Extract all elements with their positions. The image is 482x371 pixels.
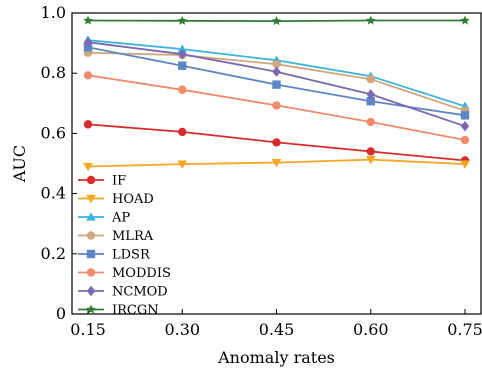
series-if (83, 120, 470, 165)
data-point-ncmod (460, 120, 470, 132)
axes: 0 0.2 0.4 0.6 0.8 1.0 0.15 0.30 0.45 0.60 0.75 (41, 3, 482, 339)
data-point-hoad (365, 155, 376, 165)
legend-marker (86, 268, 96, 277)
legend-label: MLRA (112, 229, 154, 244)
legend-marker (86, 212, 96, 221)
x-tick-label: 0.60 (353, 320, 389, 339)
data-point-moddis (460, 135, 470, 145)
data-point-if (178, 127, 187, 137)
y-axis-title: AUC (10, 145, 29, 183)
legend-label: HOAD (112, 192, 154, 207)
data-point-if (366, 147, 375, 156)
data-point-hoad (83, 162, 93, 172)
data-point-ircgn (177, 15, 188, 25)
data-point-ircgn (83, 15, 93, 25)
series-ircgn (83, 15, 470, 26)
legend-label: LDSR (112, 248, 151, 263)
legend-marker (86, 304, 96, 314)
data-point-moddis (272, 101, 281, 110)
series-ncmod (83, 36, 470, 132)
plot-area (83, 15, 470, 172)
legend-marker (86, 175, 96, 185)
data-point-hoad (177, 160, 188, 169)
data-point-ncmod (83, 36, 93, 48)
x-tick-label: 0.75 (447, 320, 482, 339)
legend-marker (86, 194, 96, 204)
data-point-ircgn (460, 15, 470, 25)
x-axis-title: Anomaly rates (217, 348, 335, 367)
x-tick-label: 0.15 (70, 320, 106, 339)
data-point-hoad (271, 158, 282, 168)
data-point-if (272, 138, 281, 147)
legend-item-ncmod: NCMOD (78, 285, 168, 300)
data-point-ldsr (366, 96, 375, 106)
legend-item-ircgn: IRCGN (78, 303, 159, 318)
y-tick-label: 0.8 (41, 63, 66, 82)
legend-label: IF (112, 174, 126, 189)
x-tick-label: 0.45 (259, 320, 295, 339)
data-point-ldsr (272, 80, 281, 89)
legend-item-hoad: HOAD (78, 192, 154, 207)
data-point-ncmod (178, 49, 187, 60)
legend-item-moddis: MODDIS (78, 266, 171, 281)
legend: IF HOAD AP MLRA LDSR MODDIS NCMOD IRCGN (78, 174, 171, 318)
data-point-ircgn (365, 15, 376, 25)
x-tick-label: 0.30 (164, 320, 200, 339)
data-point-ldsr (178, 61, 187, 70)
legend-label: NCMOD (112, 285, 168, 300)
data-point-moddis (366, 117, 375, 127)
data-point-ncmod (272, 66, 281, 77)
legend-marker (86, 285, 96, 297)
data-point-ldsr (460, 111, 470, 120)
legend-marker (86, 231, 96, 240)
data-point-ncmod (366, 89, 375, 100)
legend-item-mlra: MLRA (78, 229, 154, 244)
y-tick-label: 0.6 (41, 123, 66, 142)
data-point-if (83, 120, 93, 129)
legend-item-ap: AP (78, 211, 130, 226)
data-point-mlra (366, 75, 375, 84)
legend-label: AP (111, 211, 130, 226)
legend-item-if: IF (78, 174, 126, 189)
y-tick-label: 0 (56, 304, 66, 323)
legend-marker (86, 249, 96, 259)
data-point-hoad (460, 160, 470, 169)
data-point-moddis (83, 71, 93, 80)
data-point-ircgn (271, 16, 282, 26)
series-moddis (83, 71, 470, 145)
data-point-moddis (178, 85, 187, 94)
y-tick-label: 0.2 (41, 244, 66, 263)
y-tick-label: 0.4 (41, 184, 66, 203)
legend-label: MODDIS (112, 266, 171, 281)
legend-label: IRCGN (112, 303, 159, 318)
y-tick-label: 1.0 (41, 3, 66, 22)
data-point-mlra (272, 59, 281, 69)
legend-item-ldsr: LDSR (78, 248, 151, 263)
series-hoad (83, 155, 470, 172)
data-point-ap (177, 44, 188, 53)
